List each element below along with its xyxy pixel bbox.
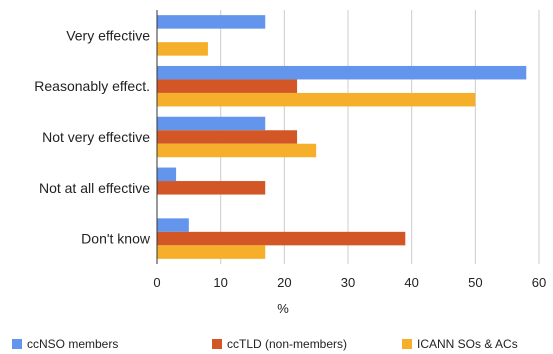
bar-ccnso-members-not-very-effective	[157, 116, 266, 131]
bar-ccnso-members-very-effective	[157, 15, 266, 29]
category-labels: Very effective Reasonably effect. Not very…	[34, 27, 151, 246]
legend-swatch	[402, 339, 412, 349]
bar-ccnso-members-reasonably-effect	[157, 65, 527, 80]
category-label: Don't know	[81, 231, 151, 247]
bar-icann-sos-acs-reasonably-effect	[157, 92, 476, 107]
category-label: Very effective	[66, 27, 150, 43]
bar-icann-sos-acs-very-effective	[157, 42, 208, 56]
bar-icann-sos-acs-not-very-effective	[157, 143, 317, 158]
legend-label: ccTLD (non-members)	[227, 337, 348, 351]
category-label: Not at all effective	[39, 180, 150, 196]
legend-swatch	[12, 339, 22, 349]
bar-cctld-non-members-not-at-all-effective	[157, 181, 266, 195]
x-tick-label: 60	[532, 275, 546, 290]
legend-label: ICANN SOs & ACs	[417, 337, 518, 351]
bar-cctld-non-members-not-very-effective	[157, 130, 298, 144]
bar-icann-sos-acs-don-t-know	[157, 245, 266, 259]
x-axis-label: %	[277, 301, 289, 316]
x-tick-label: 0	[153, 275, 160, 290]
x-tick-label: 30	[341, 275, 355, 290]
category-label: Reasonably effect.	[34, 78, 150, 94]
legend-item-icann-sos-acs: ICANN SOs & ACs	[402, 337, 518, 351]
bar-chart: Very effective Reasonably effect. Not very…	[34, 10, 546, 316]
legend-item-cctld-non-members: ccTLD (non-members)	[212, 337, 347, 351]
x-tick-label: 20	[277, 275, 291, 290]
x-tick-label: 40	[404, 275, 418, 290]
x-tick-labels: 0 10 20 30 40 50 60	[153, 275, 546, 290]
category-label: Not very effective	[42, 129, 150, 145]
legend-swatch	[212, 339, 222, 349]
chart-legend: ccNSO members ccTLD (non-members) ICANN SO…	[0, 334, 553, 354]
bar-cctld-non-members-don-t-know	[157, 231, 406, 246]
legend-label: ccNSO members	[27, 337, 119, 351]
legend-item-ccnso-members: ccNSO members	[12, 337, 118, 351]
x-tick-label: 50	[468, 275, 482, 290]
bar-ccnso-members-not-at-all-effective	[157, 167, 177, 182]
bar-ccnso-members-don-t-know	[157, 218, 189, 232]
chart-bars	[157, 15, 527, 259]
x-tick-label: 10	[213, 275, 227, 290]
bar-cctld-non-members-reasonably-effect	[157, 79, 298, 93]
